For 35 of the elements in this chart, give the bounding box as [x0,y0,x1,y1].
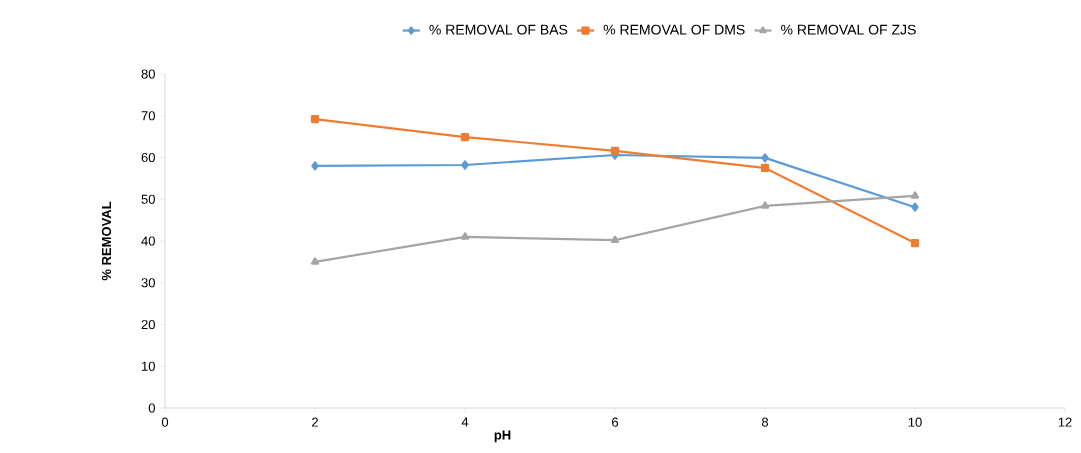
point [610,146,620,155]
y-tick-label: 70 [141,111,155,121]
x-tick-label: 0 [161,417,169,427]
legend-label: % REMOVAL OF DMS [603,24,745,35]
point [760,163,770,173]
y-tick-label: 20 [141,319,155,330]
y-axis-title: % REMOVAL [101,201,112,281]
point [910,191,920,199]
x-tick-label: 2 [312,417,318,427]
x-tick-label: 8 [761,417,769,427]
point [461,160,469,170]
point [460,232,470,240]
x-tick-label: 12 [1058,417,1072,427]
point [310,257,320,265]
legend-label: % REMOVAL OF BAS [429,24,568,35]
point [310,114,320,124]
legend-label: % REMOVAL OF ZJS [781,24,916,35]
y-tick-label: 60 [141,152,155,163]
y-tick-label: 40 [141,236,155,246]
point [760,201,770,209]
y-tick-label: 50 [141,194,155,204]
point [460,132,470,142]
x-tick-label: 10 [908,417,922,427]
point [761,153,769,163]
x-tick-label: 4 [461,417,469,427]
x-axis-title: pH [494,430,511,443]
y-tick-label: 10 [142,361,155,371]
x-tick-label: 6 [612,417,619,427]
y-tick-label: 80 [141,69,155,79]
y-tick-label: 30 [141,278,155,288]
point [911,202,919,212]
point [610,235,620,244]
y-tick-label: 0 [148,403,155,413]
point [311,161,319,171]
point [910,238,920,248]
